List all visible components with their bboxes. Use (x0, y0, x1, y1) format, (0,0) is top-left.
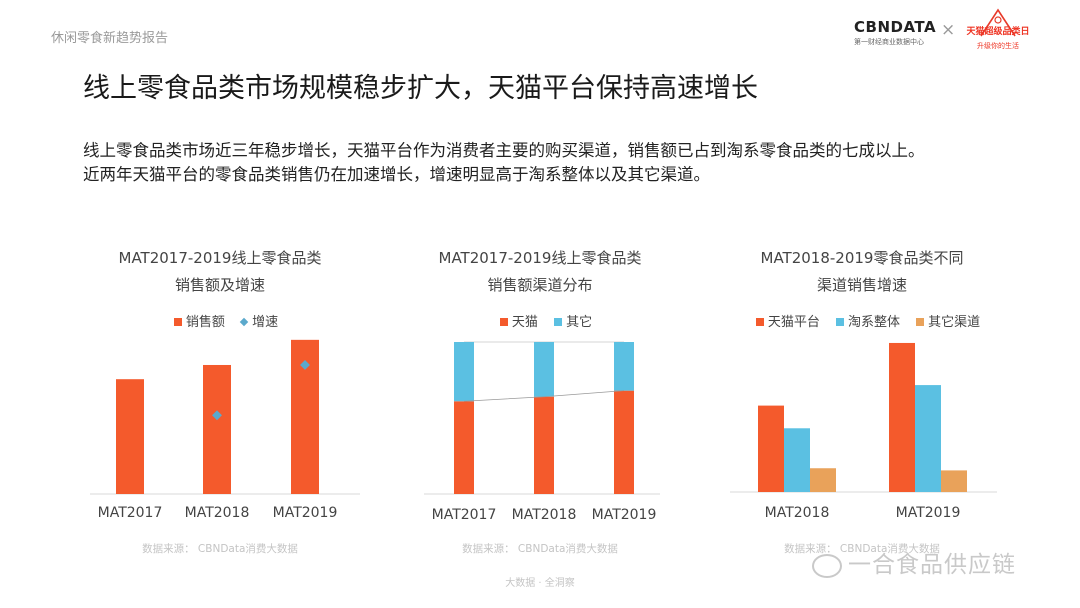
chart3-svg: MAT2018 MAT2019 (730, 342, 997, 521)
chart1-legend-swatch-sales (173, 318, 182, 326)
chart1-bar-mat2018 (203, 364, 231, 494)
chart1-legend: 销售额 增速 (60, 311, 380, 330)
chart1-svg: MAT2017 MAT2018 MAT2019 (90, 339, 360, 521)
chart1-bar-mat2017 (116, 379, 144, 494)
chart1-title-line-1: MAT2017-2019线上零食品类 (118, 249, 322, 267)
watermark-text: 一合食品供应链 (848, 552, 1016, 578)
chart2-legend-swatch-tmall (499, 318, 508, 326)
chart2-legend: 天猫 其它 (380, 311, 700, 330)
chart2-title-line-2: 销售额渠道分布 (487, 276, 593, 294)
chart2-legend-swatch-other (554, 318, 563, 326)
cbndata-logo: CBNDATA 第一财经商业数据中心 (854, 18, 936, 47)
chart2-bar-other-mat2019 (614, 342, 634, 391)
chart1-source: 数据来源： CBNData消费大数据 (142, 543, 298, 555)
chart3-bar-tmall-mat2018 (758, 405, 784, 492)
chart3-legend-swatch-tmall (755, 318, 764, 326)
chart3-bar-other-mat2019 (941, 470, 967, 492)
chart3-title-line-1: MAT2018-2019零食品类不同 (760, 249, 964, 267)
chart3-bar-taobao-mat2019 (915, 385, 941, 492)
chart3-xtick-mat2018: MAT2018 (765, 505, 830, 521)
chart3-legend-swatch-taobao (835, 318, 844, 326)
chart1-legend-growth: 增速 (252, 315, 279, 330)
tmall-logo-text: 天猫超级品类日 (966, 27, 1030, 37)
chart3-bar-other-mat2018 (810, 468, 836, 492)
description-line-2: 近两年天猫平台的零食品类销售仍在加速增长，增速明显高于淘系整体以及其它渠道。 (83, 165, 710, 184)
chart3-bar-tmall-mat2019 (889, 342, 915, 492)
chart2-legend-tmall: 天猫 (511, 315, 538, 330)
chart1-title: MAT2017-2019线上零食品类 销售额及增速 (60, 245, 380, 299)
chart2-bar-tmall-mat2018 (534, 396, 554, 494)
chart2-title: MAT2017-2019线上零食品类 销售额渠道分布 (380, 245, 700, 299)
watermark: 一合食品供应链 (812, 545, 1016, 579)
chart2-bar-other-mat2018 (534, 342, 554, 397)
chart1-legend-swatch-growth (239, 317, 249, 327)
chart2-svg: MAT2017 MAT2018 MAT2019 (424, 341, 660, 523)
chart3-bar-taobao-mat2018 (784, 428, 810, 492)
chart2-tmall-connector (463, 390, 625, 402)
chart3-title-line-2: 渠道销售增速 (816, 276, 907, 294)
chart2-bar-other-mat2017 (454, 342, 474, 402)
chart1-xtick-mat2018: MAT2018 (185, 505, 250, 521)
chart1-growth-marker-mat2018 (212, 410, 222, 421)
chart2-bar-tmall-mat2017 (454, 401, 474, 494)
chart2-legend-other: 其它 (566, 315, 593, 330)
chart2-title-line-1: MAT2017-2019线上零食品类 (438, 249, 642, 267)
chart2-xtick-mat2017: MAT2017 (432, 507, 497, 523)
tmall-logo-triangle-icon (980, 8, 1016, 37)
chart3-legend: 天猫平台 淘系整体 其它渠道 (702, 311, 1022, 330)
description-line-1: 线上零食品类市场近三年稳步增长，天猫平台作为消费者主要的购买渠道，销售额已占到淘… (83, 141, 925, 160)
chart1-xtick-mat2017: MAT2017 (98, 505, 163, 521)
chart2-source: 数据来源： CBNData消费大数据 (462, 543, 618, 555)
chart3-title: MAT2018-2019零食品类不同 渠道销售增速 (702, 245, 1022, 299)
wechat-icon (812, 553, 842, 578)
chart3-source: 数据来源： CBNData消费大数据 (784, 543, 940, 555)
tmall-logo-subtitle: 升级你的生活 (977, 42, 1019, 50)
chart3-xtick-mat2019: MAT2019 (896, 505, 961, 521)
tmall-category-day-logo: 天猫超级品类日 升级你的生活 (963, 6, 1033, 58)
chart3-legend-other: 其它渠道 (928, 315, 981, 330)
cbndata-logo-text: CBNDATA (854, 18, 937, 36)
page-title: 线上零食品类市场规模稳步扩大，天猫平台保持高速增长 (83, 73, 758, 104)
page-description: 线上零食品类市场近三年稳步增长，天猫平台作为消费者主要的购买渠道，销售额已占到淘… (83, 139, 1043, 187)
report-section-label: 休闲零食新趋势报告 (51, 31, 169, 46)
chart2-xtick-mat2019: MAT2019 (592, 507, 657, 523)
chart2-xtick-mat2018: MAT2018 (512, 507, 577, 523)
chart1-title-line-2: 销售额及增速 (174, 276, 265, 294)
footer-tagline: 大数据 · 全洞察 (505, 578, 575, 589)
chart1-xtick-mat2019: MAT2019 (273, 505, 338, 521)
chart3-legend-swatch-other (916, 318, 925, 326)
chart3-legend-taobao: 淘系整体 (847, 315, 900, 330)
times-icon: × (941, 20, 956, 40)
chart1-legend-sales: 销售额 (185, 315, 225, 330)
chart2-bar-tmall-mat2019 (614, 390, 634, 494)
cbndata-logo-subtitle: 第一财经商业数据中心 (854, 38, 924, 46)
chart3-legend-tmall: 天猫平台 (767, 315, 820, 330)
